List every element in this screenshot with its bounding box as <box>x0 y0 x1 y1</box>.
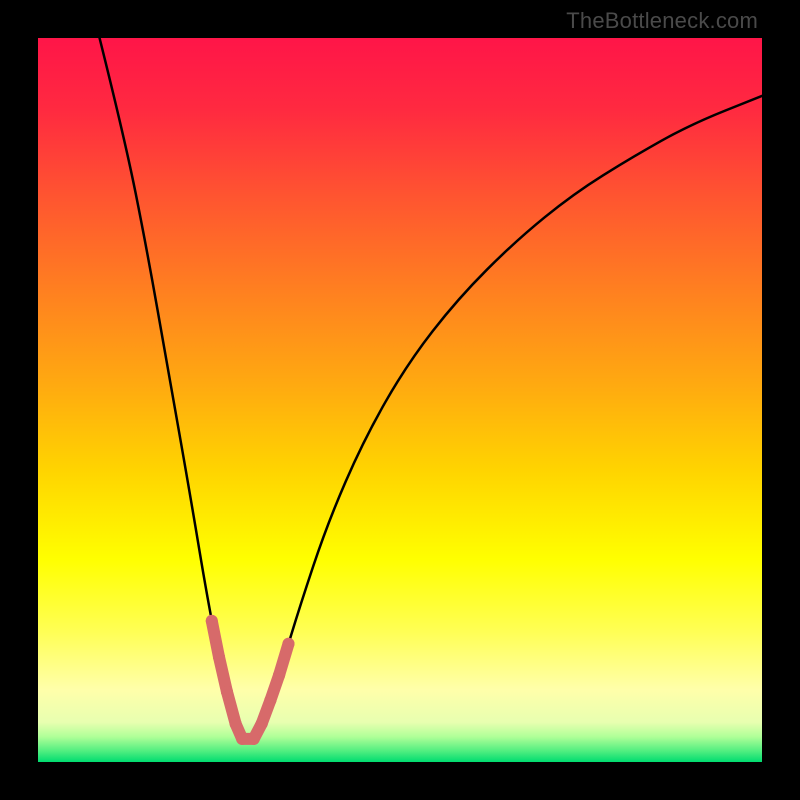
watermark: TheBottleneck.com <box>566 8 758 34</box>
curve-line <box>100 38 762 741</box>
chart-plot-area <box>38 38 762 762</box>
bottleneck-curve <box>38 38 762 762</box>
curve-bottom-markers <box>206 615 295 745</box>
